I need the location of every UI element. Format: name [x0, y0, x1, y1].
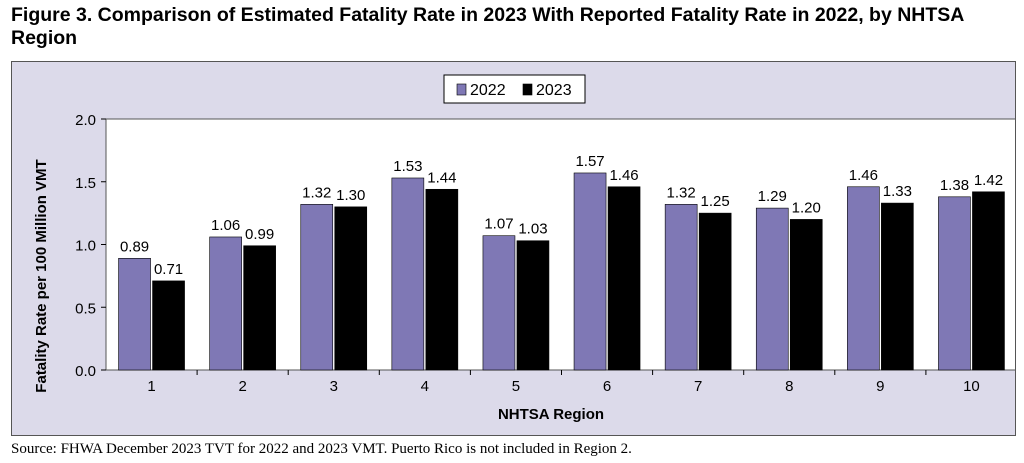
y-tick-label: 0.5 [75, 300, 96, 317]
legend-box [443, 74, 586, 104]
value-label-2023: 1.33 [883, 183, 912, 200]
value-label-2022: 1.29 [758, 188, 787, 205]
bar-2022 [482, 235, 516, 371]
x-tick-label: 1 [147, 378, 155, 395]
legend-label-2023: 2023 [536, 82, 572, 99]
bar-2023 [972, 191, 1005, 371]
value-label-2023: 1.46 [609, 167, 638, 184]
bar-2022 [664, 204, 698, 371]
value-label-2022: 1.53 [393, 158, 422, 175]
x-tick-label: 10 [963, 378, 980, 395]
value-labels-group: 0.89 0.71 1.06 0.99 1.32 1.30 1.53 1.44 1.07 1.03… [120, 153, 1003, 278]
x-tick-label: 7 [694, 378, 702, 395]
bar-2023 [516, 240, 550, 371]
bar-2023 [425, 188, 459, 371]
bar-2023 [789, 219, 823, 371]
value-label-2023: 1.42 [974, 172, 1003, 189]
legend-swatch-2023 [522, 83, 533, 96]
value-label-2022: 1.38 [940, 177, 969, 194]
bar-2023 [698, 212, 732, 371]
x-tick-label: 4 [421, 378, 429, 395]
value-label-2022: 1.57 [575, 153, 604, 170]
y-tick-label: 0.0 [75, 363, 96, 380]
bar-2023 [243, 245, 276, 371]
bar-2022 [847, 186, 880, 371]
x-axis: 1 2 3 4 5 6 7 8 9 10 [147, 370, 980, 395]
x-tick-label: 3 [330, 378, 338, 395]
value-label-2022: 1.32 [302, 184, 331, 201]
bar-2023 [607, 186, 641, 371]
bar-chart: 0.0 0.5 1.0 1.5 2.0 1 2 3 4 5 6 7 8 9 10 0.89 0.71 1.06… [33, 74, 1015, 423]
bar-2022 [573, 172, 607, 371]
value-label-2023: 1.30 [336, 187, 365, 204]
y-tick-label: 2.0 [75, 112, 96, 129]
bar-2023 [152, 280, 185, 371]
bar-2023 [881, 202, 914, 371]
value-label-2022: 0.89 [120, 238, 149, 255]
value-label-2022: 1.07 [484, 216, 513, 233]
x-tick-label: 6 [603, 378, 611, 395]
y-tick-label: 1.0 [75, 238, 96, 255]
x-axis-title: NHTSA Region [498, 406, 604, 423]
chart-area: 0.0 0.5 1.0 1.5 2.0 1 2 3 4 5 6 7 8 9 10 0.89 0.71 1.06… [11, 61, 1016, 436]
bar-2022 [391, 177, 425, 371]
y-axis-title: Fatality Rate per 100 Million VMT [33, 159, 50, 392]
value-label-2022: 1.32 [667, 184, 696, 201]
bar-2022 [755, 207, 789, 371]
value-label-2023: 1.20 [792, 199, 821, 216]
bar-2022 [300, 204, 334, 371]
x-tick-label: 9 [876, 378, 884, 395]
figure-title: Figure 3. Comparison of Estimated Fatali… [11, 4, 964, 49]
x-tick-label: 8 [785, 378, 793, 395]
value-label-2023: 0.99 [245, 226, 274, 243]
bar-2022 [118, 258, 151, 371]
legend-label-2022: 2022 [470, 82, 506, 99]
value-label-2022: 1.06 [211, 217, 240, 234]
value-label-2023: 1.03 [518, 221, 547, 238]
legend: 2022 2023 [443, 74, 586, 104]
bars-group [118, 172, 1005, 371]
value-label-2023: 0.71 [154, 261, 183, 278]
legend-swatch-2022 [456, 83, 467, 96]
value-label-2022: 1.46 [849, 167, 878, 184]
value-label-2023: 1.44 [427, 169, 456, 186]
y-tick-label: 1.5 [75, 175, 96, 192]
y-axis: 0.0 0.5 1.0 1.5 2.0 [75, 112, 106, 380]
x-tick-label: 2 [238, 378, 246, 395]
bar-2023 [334, 206, 368, 371]
value-label-2023: 1.25 [701, 193, 730, 210]
bar-2022 [209, 236, 242, 371]
source-note: Source: FHWA December 2023 TVT for 2022 … [11, 441, 632, 457]
bar-2022 [938, 196, 971, 371]
x-tick-label: 5 [512, 378, 520, 395]
